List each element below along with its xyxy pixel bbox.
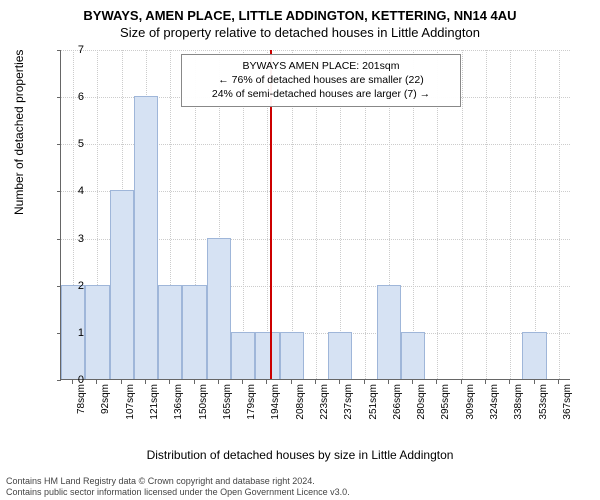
xtick-mark	[558, 380, 559, 384]
xtick-mark	[218, 380, 219, 384]
bar	[522, 332, 546, 379]
ytick-label: 0	[54, 374, 84, 386]
xtick-mark	[96, 380, 97, 384]
xtick-label: 165sqm	[222, 384, 233, 420]
title-address: BYWAYS, AMEN PLACE, LITTLE ADDINGTON, KE…	[0, 0, 600, 23]
info-box: BYWAYS AMEN PLACE: 201sqm ← 76% of detac…	[181, 54, 461, 107]
info-line-3: 24% of semi-detached houses are larger (…	[190, 87, 452, 101]
ytick-label: 5	[54, 138, 84, 150]
info-line-2: ← 76% of detached houses are smaller (22…	[190, 73, 452, 87]
xtick-label: 251sqm	[368, 384, 379, 420]
xtick-mark	[364, 380, 365, 384]
bar	[377, 285, 401, 379]
xtick-mark	[461, 380, 462, 384]
xtick-mark	[242, 380, 243, 384]
x-axis-label: Distribution of detached houses by size …	[0, 448, 600, 462]
xtick-label: 295sqm	[440, 384, 451, 420]
gridline-v	[510, 50, 511, 379]
bar	[85, 285, 109, 379]
xtick-label: 353sqm	[538, 384, 549, 420]
xtick-mark	[388, 380, 389, 384]
xtick-label: 223sqm	[319, 384, 330, 420]
footer-line-2: Contains public sector information licen…	[6, 487, 350, 498]
xtick-label: 150sqm	[198, 384, 209, 420]
ytick-label: 3	[54, 233, 84, 245]
info-line-1: BYWAYS AMEN PLACE: 201sqm	[190, 59, 452, 73]
xtick-mark	[339, 380, 340, 384]
bar	[328, 332, 352, 379]
xtick-label: 309sqm	[465, 384, 476, 420]
ytick-label: 4	[54, 185, 84, 197]
gridline-v	[559, 50, 560, 379]
xtick-mark	[291, 380, 292, 384]
xtick-mark	[509, 380, 510, 384]
gridline-v	[462, 50, 463, 379]
footer-line-1: Contains HM Land Registry data © Crown c…	[6, 476, 350, 487]
bar	[182, 285, 206, 379]
xtick-mark	[485, 380, 486, 384]
footer: Contains HM Land Registry data © Crown c…	[6, 476, 350, 498]
xtick-mark	[412, 380, 413, 384]
xtick-label: 107sqm	[125, 384, 136, 420]
xtick-mark	[145, 380, 146, 384]
xtick-label: 136sqm	[173, 384, 184, 420]
bar	[231, 332, 255, 379]
ytick-label: 7	[54, 44, 84, 56]
xtick-mark	[436, 380, 437, 384]
xtick-label: 280sqm	[416, 384, 427, 420]
xtick-label: 367sqm	[562, 384, 573, 420]
y-axis-label: Number of detached properties	[12, 50, 26, 215]
ytick-label: 6	[54, 91, 84, 103]
chart-container: BYWAYS, AMEN PLACE, LITTLE ADDINGTON, KE…	[0, 0, 600, 500]
bar	[401, 332, 425, 379]
plot-region: BYWAYS AMEN PLACE: 201sqm ← 76% of detac…	[60, 50, 570, 380]
bar	[255, 332, 279, 379]
xtick-label: 266sqm	[392, 384, 403, 420]
xtick-label: 324sqm	[489, 384, 500, 420]
xtick-label: 338sqm	[513, 384, 524, 420]
ytick-label: 1	[54, 327, 84, 339]
bar	[134, 96, 158, 379]
xtick-label: 208sqm	[295, 384, 306, 420]
bar	[280, 332, 304, 379]
xtick-mark	[266, 380, 267, 384]
xtick-mark	[121, 380, 122, 384]
xtick-label: 179sqm	[246, 384, 257, 420]
xtick-label: 92sqm	[100, 384, 111, 414]
xtick-label: 121sqm	[149, 384, 160, 420]
xtick-label: 237sqm	[343, 384, 354, 420]
title-subtitle: Size of property relative to detached ho…	[0, 23, 600, 40]
gridline-v	[535, 50, 536, 379]
xtick-mark	[315, 380, 316, 384]
xtick-mark	[169, 380, 170, 384]
xtick-mark	[534, 380, 535, 384]
chart-area: BYWAYS AMEN PLACE: 201sqm ← 76% of detac…	[60, 50, 570, 410]
bar	[110, 190, 134, 379]
bar	[207, 238, 231, 379]
xtick-label: 194sqm	[270, 384, 281, 420]
gridline-v	[486, 50, 487, 379]
xtick-label: 78sqm	[76, 384, 87, 414]
ytick-label: 2	[54, 280, 84, 292]
xtick-mark	[194, 380, 195, 384]
bar	[158, 285, 182, 379]
